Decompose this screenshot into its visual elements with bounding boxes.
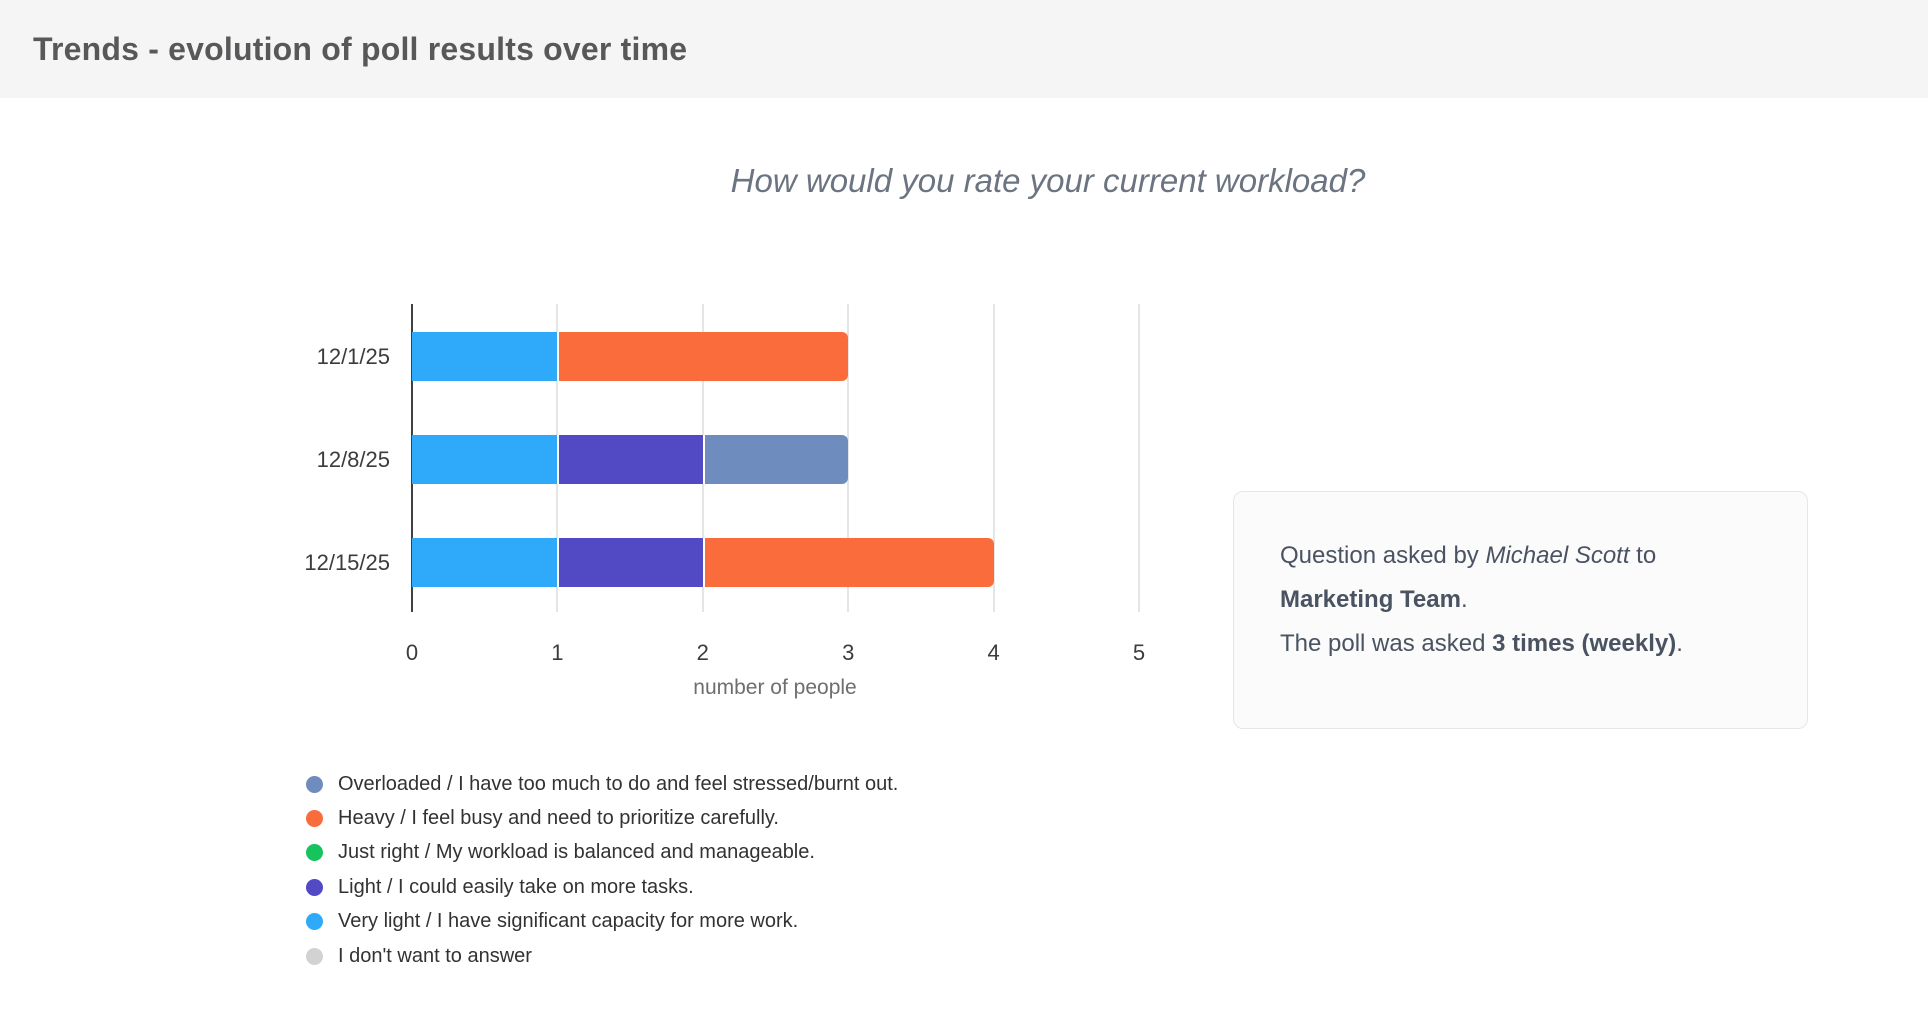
plot-area <box>411 304 1140 612</box>
poll-info-text: Question asked by Michael Scott to Marke… <box>1280 534 1769 666</box>
y-category-label: 12/15/25 <box>304 549 390 575</box>
legend-dot-icon <box>306 810 323 828</box>
bar-segment[interactable] <box>702 538 994 587</box>
legend-dot-icon <box>306 913 323 931</box>
bar-segment[interactable] <box>412 538 558 587</box>
gridline-x-3 <box>847 304 850 612</box>
poll-audience: Marketing Team <box>1280 586 1461 613</box>
legend-label: Light / I could easily take on more task… <box>338 875 694 898</box>
y-category-label: 12/8/25 <box>316 446 390 472</box>
bar-segment[interactable] <box>557 538 703 587</box>
bar-segment[interactable] <box>412 332 558 381</box>
legend-label: Heavy / I feel busy and need to prioriti… <box>338 807 779 830</box>
info-line2-suffix: . <box>1460 586 1468 613</box>
bar-segment[interactable] <box>557 435 703 484</box>
legend-item-5: I don't want to answer <box>306 939 898 973</box>
bar-row-12-1-25 <box>412 332 1139 381</box>
legend-dot-icon <box>306 878 323 896</box>
chart-legend: Overloaded / I have too much to do and f… <box>306 767 898 973</box>
info-line3-prefix: The poll was asked <box>1280 630 1493 657</box>
chart-title: How would you rate your current workload… <box>730 162 1366 199</box>
bar-row-12-15-25 <box>412 538 1139 587</box>
info-line3-suffix: . <box>1676 630 1683 657</box>
info-line1-prefix: Question asked by <box>1280 542 1486 569</box>
x-axis-title: number of people <box>693 676 857 699</box>
bar-segment[interactable] <box>702 435 849 484</box>
y-category-label: 12/1/25 <box>316 343 390 369</box>
x-tick-label-3: 3 <box>842 640 855 665</box>
legend-item-0: Overloaded / I have too much to do and f… <box>306 767 898 801</box>
legend-item-2: Just right / My workload is balanced and… <box>306 836 898 870</box>
bar-row-12-8-25 <box>412 435 1139 484</box>
legend-dot-icon <box>306 844 323 862</box>
legend-label: Very light / I have significant capacity… <box>338 910 799 933</box>
legend-item-3: Light / I could easily take on more task… <box>306 870 898 904</box>
gridline-x-5 <box>1138 304 1140 612</box>
header-bar: Trends - evolution of poll results over … <box>0 0 1928 98</box>
legend-label: I don't want to answer <box>338 944 532 967</box>
x-tick-label-2: 2 <box>696 640 709 665</box>
x-tick-label-5: 5 <box>1132 640 1146 665</box>
bar-segment[interactable] <box>557 332 849 381</box>
legend-label: Overloaded / I have too much to do and f… <box>338 772 899 795</box>
poll-info-card: Question asked by Michael Scott to Marke… <box>1233 491 1808 729</box>
info-line1-suffix: to <box>1629 542 1657 569</box>
legend-label: Just right / My workload is balanced and… <box>338 841 815 864</box>
gridline-x-4 <box>992 304 995 612</box>
page-title: Trends - evolution of poll results over … <box>33 30 688 67</box>
legend-item-1: Heavy / I feel busy and need to prioriti… <box>306 801 898 835</box>
x-tick-label-0: 0 <box>405 640 419 665</box>
x-tick-label-4: 4 <box>987 640 1000 665</box>
poll-author: Michael Scott <box>1485 542 1630 569</box>
poll-frequency: 3 times (weekly) <box>1492 630 1677 657</box>
legend-item-4: Very light / I have significant capacity… <box>306 905 898 939</box>
bar-segment[interactable] <box>412 435 558 484</box>
legend-dot-icon <box>306 947 323 965</box>
x-tick-label-1: 1 <box>551 640 564 665</box>
legend-dot-icon <box>306 775 323 793</box>
